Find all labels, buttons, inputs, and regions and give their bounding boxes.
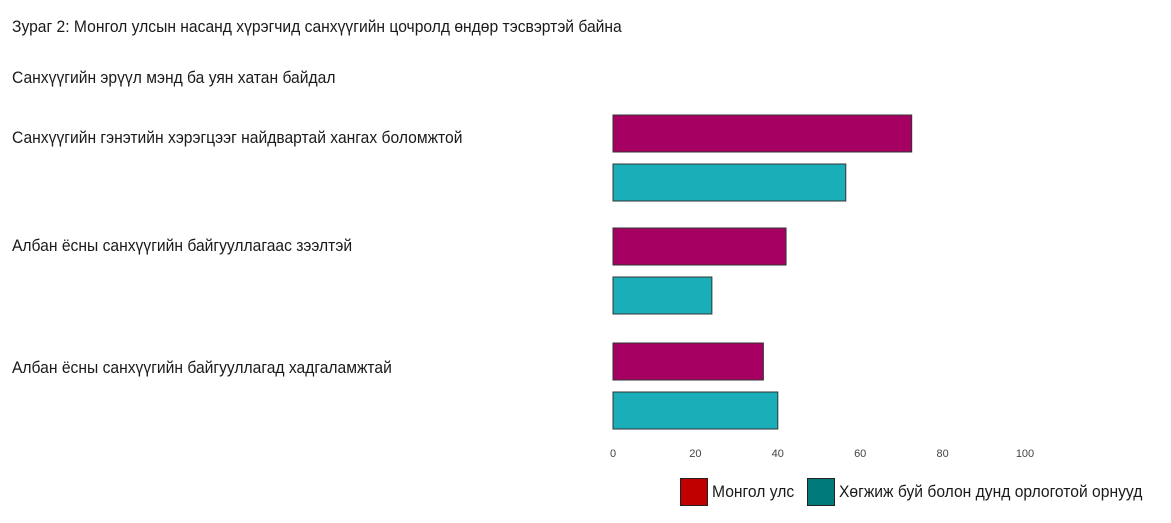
bar-mongolia-1: [612, 227, 787, 266]
bar-mongolia-2: [612, 342, 764, 381]
x-tick-label: 40: [772, 448, 784, 460]
x-tick-label: 80: [936, 448, 948, 460]
legend-label-developing: Хөгжиж буй болон дунд орлоготой орнууд: [839, 482, 1143, 501]
legend-item-mongolia: Монгол улс: [680, 478, 801, 506]
category-label: Албан ёсны санхүүгийн байгууллагаас зээл…: [12, 236, 353, 255]
legend-swatch-mongolia: [680, 478, 708, 506]
bar-developing-2: [612, 391, 779, 430]
category-label: Санхүүгийн гэнэтийн хэрэгцээг найдвартай…: [12, 128, 463, 147]
section-title: Санхүүгийн эрүүл мэнд ба уян хатан байда…: [12, 68, 336, 87]
x-tick-label: 100: [1016, 448, 1034, 460]
figure-title: Зураг 2: Монгол улсын насанд хүрэгчид са…: [12, 17, 622, 36]
legend-label-mongolia: Монгол улс: [712, 482, 795, 501]
legend-item-developing: Хөгжиж буй болон дунд орлоготой орнууд: [807, 478, 1169, 506]
legend-swatch-developing: [807, 478, 836, 506]
category-label: Албан ёсны санхүүгийн байгууллагад хадга…: [12, 358, 392, 377]
x-tick-label: 20: [689, 448, 701, 460]
bar-developing-0: [612, 163, 847, 202]
x-tick-label: 60: [854, 448, 866, 460]
x-tick-label: 0: [610, 448, 616, 460]
bar-mongolia-0: [612, 114, 913, 153]
bar-developing-1: [612, 276, 713, 315]
chart-legend: Монгол улс Хөгжиж буй болон дунд орлогот…: [680, 478, 1171, 506]
